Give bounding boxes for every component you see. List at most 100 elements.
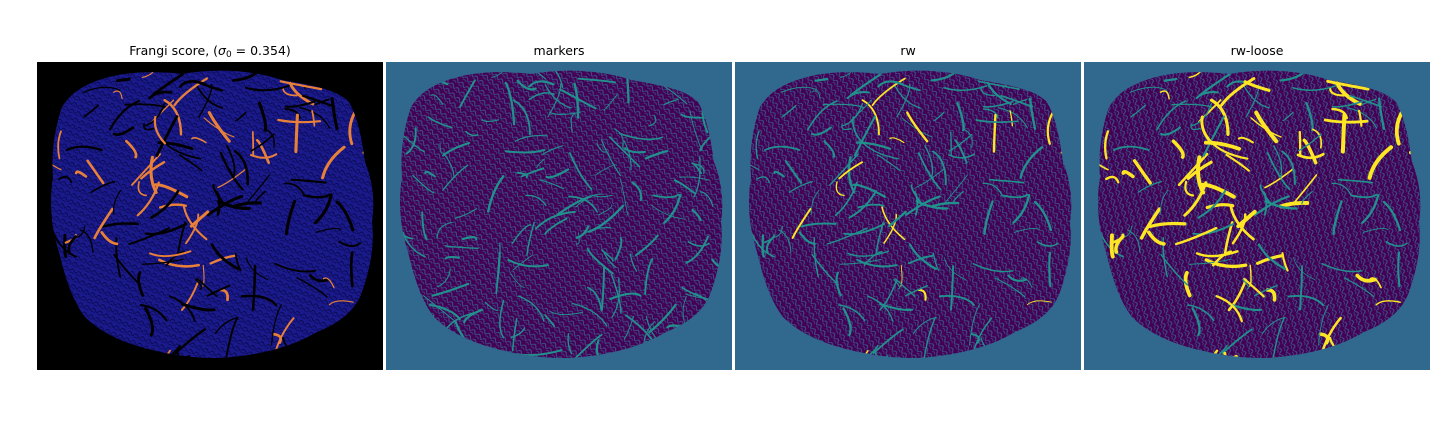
vessel-segment bbox=[948, 133, 973, 152]
vessel-segment bbox=[93, 207, 114, 240]
vessel-segment bbox=[141, 258, 184, 265]
vessel-segment bbox=[74, 170, 88, 178]
vessel-segment bbox=[763, 145, 801, 151]
vessel-segment bbox=[954, 139, 968, 164]
vessel-segment bbox=[125, 139, 138, 159]
vessel-segment bbox=[1200, 115, 1214, 145]
vessel-segment bbox=[148, 90, 173, 100]
vessel-segment bbox=[807, 100, 838, 131]
sigma-subscript: 0 bbox=[225, 50, 232, 60]
vessel-segment bbox=[924, 145, 934, 179]
vessel-segment bbox=[948, 153, 976, 159]
vessel-segment bbox=[813, 237, 820, 278]
vessel-segment bbox=[112, 189, 122, 215]
vessel-segment bbox=[881, 206, 906, 241]
vessel-segment bbox=[780, 86, 819, 93]
vessel-segment bbox=[900, 264, 903, 287]
vessel-segment bbox=[943, 85, 988, 92]
vessel-segment bbox=[113, 90, 123, 100]
vessel-segment bbox=[896, 84, 911, 118]
vessel-segment bbox=[1162, 237, 1169, 278]
vessel-segment bbox=[1198, 73, 1231, 97]
vessel-segment bbox=[1013, 227, 1040, 233]
vessel-segment bbox=[1183, 181, 1208, 217]
vessel-segment bbox=[1362, 227, 1389, 233]
vessel-segment bbox=[507, 258, 549, 268]
vessel-segment bbox=[1318, 304, 1329, 346]
vessel-segment bbox=[623, 147, 646, 154]
vessel-segment bbox=[823, 140, 836, 159]
vessel-segment bbox=[67, 235, 78, 254]
vessel-segment bbox=[504, 148, 546, 154]
vessel-segment bbox=[1221, 328, 1253, 355]
vessel-segment bbox=[1112, 145, 1150, 151]
vessel-segment bbox=[1272, 317, 1285, 359]
vessel-segment bbox=[538, 179, 565, 190]
vessel-segment bbox=[516, 79, 537, 91]
vessel-segment bbox=[101, 222, 140, 228]
vessel-segment bbox=[153, 115, 167, 145]
vessel-segment bbox=[1007, 274, 1028, 282]
vessel-segment bbox=[755, 130, 760, 160]
vessel-segment bbox=[841, 344, 879, 359]
vessel-segment bbox=[207, 111, 231, 143]
vessel-segment bbox=[1197, 349, 1219, 359]
vessel-segment bbox=[202, 264, 205, 287]
vessel-segment bbox=[1036, 241, 1059, 247]
vessel-segment bbox=[691, 208, 702, 222]
vessel-segment bbox=[841, 123, 852, 131]
vessel-segment bbox=[811, 90, 821, 100]
vessel-segment bbox=[427, 116, 453, 129]
vessel-segment bbox=[982, 182, 1003, 195]
vessel-segment bbox=[838, 161, 864, 180]
vessel-segment bbox=[595, 164, 618, 176]
title-prefix: Frangi score, ( bbox=[129, 43, 219, 58]
vessel-segment bbox=[1340, 113, 1347, 154]
vessel-segment bbox=[749, 156, 760, 171]
vessel-segment bbox=[1177, 152, 1209, 187]
vessel-segment bbox=[1377, 97, 1386, 130]
frangi-image bbox=[37, 62, 383, 370]
vessel-segment bbox=[842, 307, 852, 337]
vessel-segment bbox=[1343, 277, 1375, 298]
vessel-segment bbox=[1355, 273, 1377, 283]
vessel-segment bbox=[982, 100, 1014, 108]
vessel-segment bbox=[1098, 156, 1109, 171]
vessel-segment bbox=[972, 262, 1014, 273]
vessel-segment bbox=[648, 303, 677, 334]
vessel-segment bbox=[1187, 304, 1215, 322]
vessel-segment bbox=[465, 130, 479, 137]
vessel-segment bbox=[139, 303, 168, 322]
tissue-region bbox=[51, 70, 374, 359]
vessel-segment bbox=[857, 203, 885, 209]
vessel-segment bbox=[835, 181, 845, 197]
vessel-segment bbox=[430, 94, 444, 105]
vessel-segment bbox=[1197, 189, 1227, 219]
vessel-segment bbox=[906, 111, 929, 143]
vessel-segment bbox=[848, 349, 869, 359]
vessel-segment bbox=[235, 111, 247, 122]
vessel-segment bbox=[115, 236, 122, 278]
vessel-segment bbox=[1237, 136, 1254, 144]
vessel-segment bbox=[1281, 150, 1296, 185]
vessel-segment bbox=[997, 107, 1029, 129]
vessel-segment bbox=[210, 243, 240, 271]
vessel-segment bbox=[284, 182, 305, 196]
vessel-segment bbox=[679, 176, 710, 181]
vessel-segment bbox=[349, 251, 354, 288]
vessel-segment bbox=[244, 84, 290, 92]
vessel-network bbox=[749, 70, 1072, 359]
vessel-segment bbox=[609, 292, 642, 301]
vessel-segment bbox=[691, 162, 703, 175]
vessel-segment bbox=[983, 200, 994, 235]
vessel-segment bbox=[980, 87, 996, 97]
vessel-segment bbox=[608, 136, 641, 168]
vessel-segment bbox=[1243, 277, 1265, 298]
vessel-segment bbox=[510, 273, 525, 289]
vessel-segment bbox=[1160, 253, 1189, 286]
vessel-segment bbox=[938, 295, 975, 307]
vessel-segment bbox=[444, 256, 460, 260]
vessel-segment bbox=[1160, 189, 1169, 215]
vessel-segment bbox=[150, 189, 180, 219]
vessel-segment bbox=[773, 170, 785, 178]
